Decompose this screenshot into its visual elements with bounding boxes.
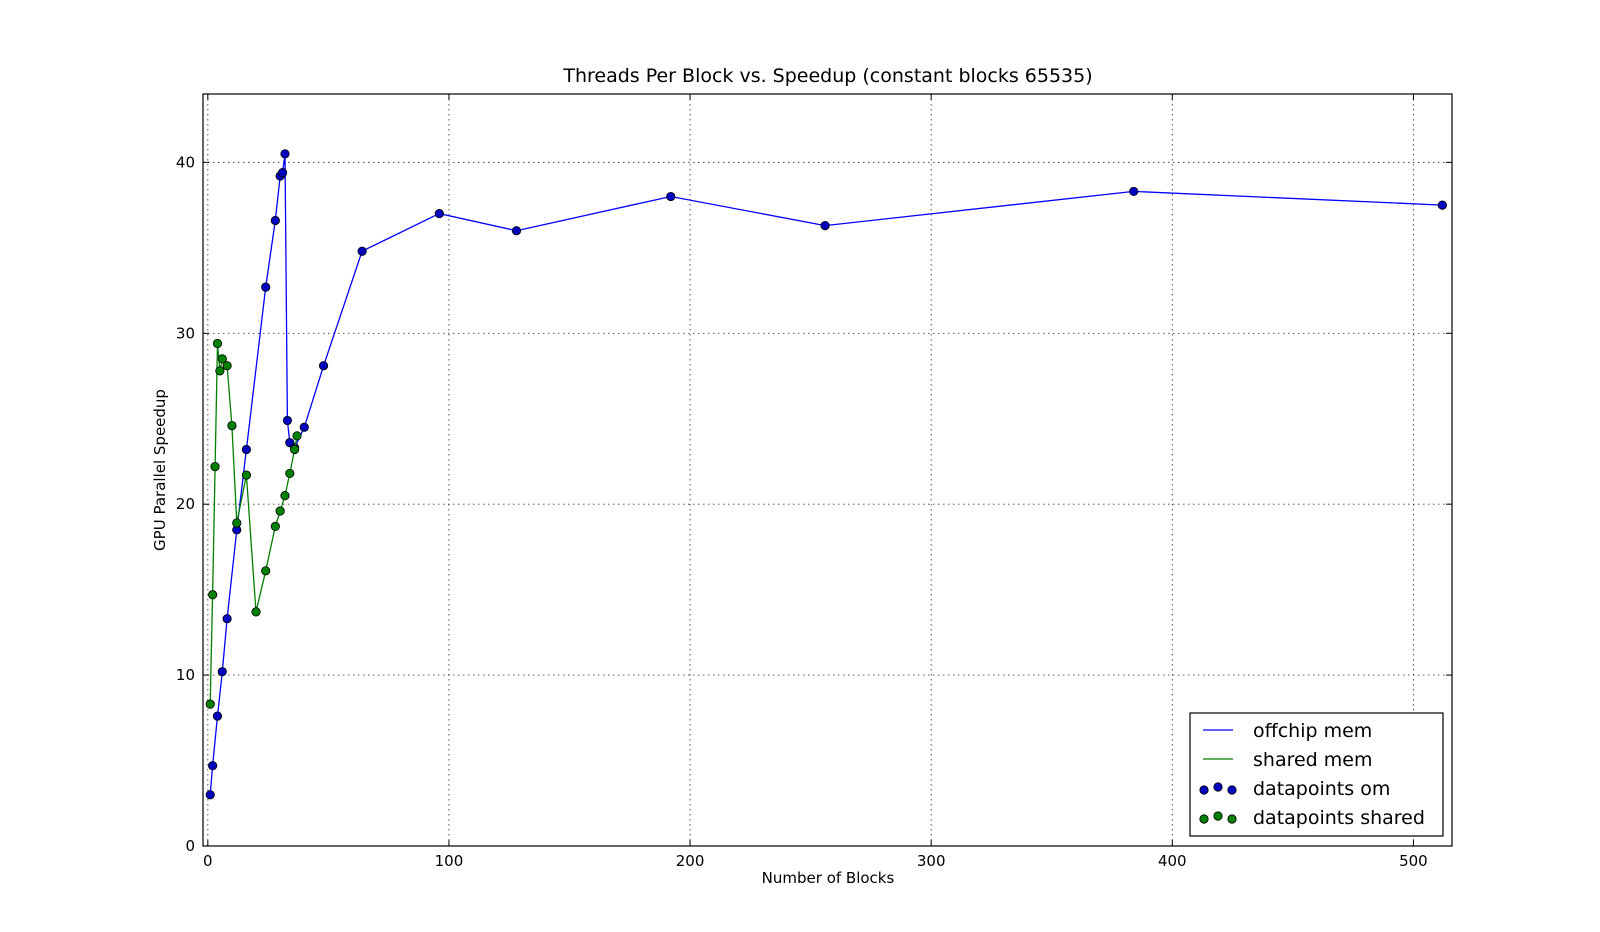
data-point	[217, 667, 227, 677]
data-point	[282, 415, 292, 426]
y-tick-label: 20	[176, 495, 195, 513]
data-point	[217, 354, 227, 364]
x-tick-label: 100	[435, 852, 464, 870]
series-shared-mem	[205, 338, 302, 709]
data-point	[215, 366, 225, 376]
data-point	[1129, 186, 1139, 197]
legend-item: offchip mem	[1203, 720, 1372, 742]
legend: offchip mem shared mem datapoints om datapo…	[1189, 712, 1444, 837]
data-point	[299, 422, 309, 432]
legend-marker-swatch	[1213, 782, 1223, 792]
legend-marker-swatch	[1213, 811, 1223, 821]
x-tick-label: 300	[917, 852, 946, 870]
data-point	[205, 790, 215, 800]
data-point	[318, 361, 329, 371]
grid-layer	[203, 94, 1452, 847]
data-point	[434, 209, 444, 219]
data-point	[212, 711, 223, 721]
data-point	[285, 468, 295, 479]
data-point	[280, 149, 290, 159]
chart-title: Threads Per Block vs. Speedup (constant …	[562, 65, 1092, 87]
data-point	[222, 614, 232, 624]
legend-item: datapoints om	[1199, 778, 1390, 800]
y-axis-label: GPU Parallel Speedup	[151, 389, 169, 551]
data-point	[290, 444, 300, 455]
legend-items: offchip mem shared mem datapoints om datapo…	[1199, 720, 1425, 829]
series-line	[209, 153, 1443, 795]
x-tick-label: 200	[676, 852, 705, 870]
series-layer	[205, 149, 1447, 800]
data-point	[232, 518, 242, 528]
legend-item: datapoints shared	[1199, 807, 1425, 829]
data-point	[666, 191, 676, 202]
legend-marker-swatch	[1227, 814, 1237, 824]
data-point	[212, 338, 223, 349]
legend-item: shared mem	[1203, 749, 1372, 771]
plot-frame	[202, 93, 1453, 847]
data-point	[261, 566, 271, 576]
data-point	[227, 420, 237, 431]
data-point	[820, 221, 830, 231]
legend-label: shared mem	[1253, 749, 1372, 771]
y-tick-label: 30	[176, 324, 195, 342]
data-point	[205, 699, 215, 709]
x-tick-label: 400	[1158, 852, 1187, 870]
data-point	[270, 521, 280, 532]
series-offchip-mem	[205, 149, 1447, 800]
data-point	[208, 590, 218, 600]
data-point	[357, 246, 367, 256]
legend-marker-swatch	[1199, 814, 1209, 824]
legend-label: datapoints shared	[1253, 807, 1425, 829]
legend-marker-swatch	[1227, 785, 1237, 795]
data-point	[241, 444, 252, 455]
x-axis-label: Number of Blocks	[762, 869, 895, 887]
legend-label: offchip mem	[1253, 720, 1372, 742]
tick-layer: 0 100 200 300 400 500 0 10 20 30 40	[176, 94, 1452, 870]
data-point	[241, 470, 252, 480]
y-tick-label: 10	[176, 666, 195, 684]
legend-label: datapoints om	[1253, 778, 1390, 800]
y-tick-label: 40	[176, 153, 195, 171]
y-tick-label: 0	[185, 837, 195, 855]
data-point	[1437, 200, 1447, 210]
data-point	[261, 282, 271, 292]
data-point	[280, 491, 290, 501]
data-point	[251, 607, 261, 617]
data-point	[275, 506, 285, 516]
legend-marker-swatch	[1199, 785, 1209, 795]
x-tick-label: 500	[1399, 852, 1428, 870]
data-point	[292, 431, 302, 441]
x-tick-label: 0	[203, 852, 213, 870]
data-point	[208, 761, 218, 771]
data-point	[210, 461, 220, 472]
data-point	[222, 361, 232, 371]
data-point	[511, 226, 522, 236]
data-point	[277, 168, 288, 178]
data-point	[270, 215, 280, 226]
